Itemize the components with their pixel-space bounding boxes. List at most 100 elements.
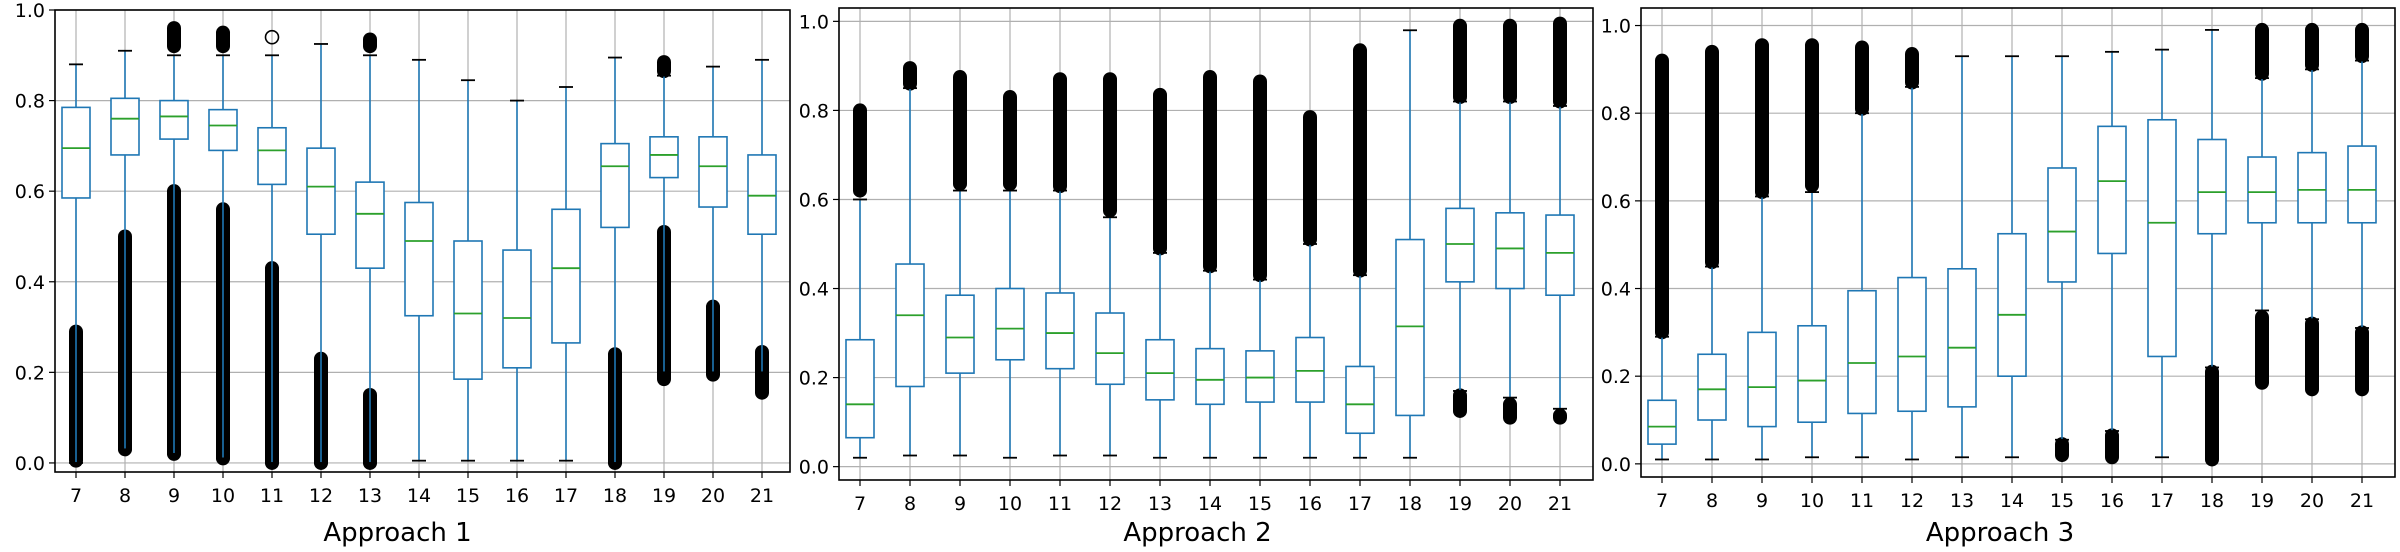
- box-9: [1747, 38, 1777, 461]
- box-7: [845, 103, 875, 459]
- x-tick-label: 13: [1950, 490, 1974, 512]
- chart-panel-approach-1: 0.0 0.2 0.4 0.6 0.8 1.0 7 8 9 10 11 12 13 14 15 16 17 18 1…: [0, 0, 795, 552]
- y-tick-label: 0.0: [799, 457, 829, 479]
- box-12: [306, 43, 336, 470]
- y-tick-label: 1.0: [799, 11, 829, 33]
- box-18: [600, 56, 630, 470]
- y-tick-label: 0.4: [1601, 279, 1631, 301]
- box-iqr: [1445, 207, 1475, 283]
- box-7: [1647, 53, 1677, 461]
- box-11: [1045, 72, 1075, 457]
- y-tick-label: 0.0: [15, 453, 45, 475]
- x-tick-label: 16: [1298, 493, 1322, 515]
- box-10: [208, 25, 238, 466]
- box-iqr: [404, 201, 434, 317]
- box-iqr: [159, 99, 189, 140]
- box-17: [2147, 48, 2177, 459]
- box-17: [551, 86, 581, 462]
- box-iqr: [1045, 292, 1075, 370]
- box-19: [649, 55, 679, 387]
- x-tick-label: 10: [211, 485, 235, 507]
- x-tick-label: 17: [2150, 490, 2174, 512]
- y-tick-label: 0.8: [1601, 103, 1631, 125]
- x-tick-label: 20: [1498, 493, 1522, 515]
- box-iqr: [257, 126, 287, 186]
- box-11: [1847, 40, 1877, 459]
- y-tick-label: 0.6: [799, 189, 829, 211]
- box-13: [1145, 87, 1175, 459]
- box-iqr: [306, 147, 336, 236]
- box-9: [945, 70, 975, 457]
- box-iqr: [747, 154, 777, 236]
- box-16: [2097, 50, 2127, 465]
- box-20: [698, 65, 728, 382]
- x-tick-label: 16: [2100, 490, 2124, 512]
- x-tick-label: 19: [2250, 490, 2274, 512]
- box-iqr: [1647, 399, 1677, 445]
- box-iqr: [61, 106, 91, 199]
- x-tick-label: 7: [70, 485, 82, 507]
- box-iqr: [2097, 125, 2127, 255]
- x-axis-label: Approach 2: [1123, 518, 1272, 548]
- box-iqr: [945, 294, 975, 374]
- box-14: [1195, 70, 1225, 459]
- box-iqr: [453, 240, 483, 380]
- x-tick-label: 11: [1850, 490, 1874, 512]
- box-15: [2047, 55, 2077, 463]
- x-tick-label: 14: [407, 485, 431, 507]
- box-iqr: [1295, 336, 1325, 403]
- x-tick-label: 19: [652, 485, 676, 507]
- x-tick-label: 11: [260, 485, 284, 507]
- x-tick-label: 17: [554, 485, 578, 507]
- box-iqr: [1095, 312, 1125, 386]
- box-iqr: [1947, 267, 1977, 408]
- box-iqr: [600, 142, 630, 229]
- box-8: [110, 49, 140, 457]
- y-tick-label: 1.0: [15, 0, 45, 22]
- x-tick-label: 16: [505, 485, 529, 507]
- box-iqr: [1195, 347, 1225, 406]
- box-iqr: [698, 136, 728, 208]
- x-tick-label: 14: [1198, 493, 1222, 515]
- y-tick-label: 0.4: [15, 272, 45, 294]
- x-tick-label: 9: [954, 493, 966, 515]
- box-iqr: [502, 249, 532, 369]
- x-tick-label: 9: [168, 485, 180, 507]
- box-iqr: [1145, 338, 1175, 401]
- box-15: [453, 79, 483, 462]
- box-iqr: [2347, 145, 2377, 224]
- box-8: [895, 61, 925, 457]
- boxplot-approach-1: 0.0 0.2 0.4 0.6 0.8 1.0 7 8 9 10 11 12 13 14 15 16 17 18 1…: [15, 0, 791, 507]
- box-14: [404, 58, 434, 462]
- box-12: [1897, 47, 1927, 461]
- x-tick-label: 7: [854, 493, 866, 515]
- x-tick-label: 18: [1398, 493, 1422, 515]
- box-16: [1295, 110, 1325, 459]
- box-iqr: [1697, 353, 1727, 421]
- boxplot-approach-2: 0.0 0.2 0.4 0.6 0.8 1.0 7 8 9 10 11 12 13 14 15 16 17 18 1…: [799, 7, 1594, 515]
- box-13: [1947, 55, 1977, 459]
- x-tick-label: 8: [119, 485, 131, 507]
- x-tick-label: 8: [1706, 490, 1718, 512]
- x-tick-label: 15: [1248, 493, 1272, 515]
- x-tick-label: 7: [1656, 490, 1668, 512]
- box-iqr: [551, 208, 581, 344]
- box-iqr: [845, 338, 875, 439]
- x-tick-label: 13: [358, 485, 382, 507]
- chart-panel-approach-2: 0.0 0.2 0.4 0.6 0.8 1.0 7 8 9 10 11 12 13 14 15 16 17 18 1…: [795, 0, 1600, 552]
- boxplot-approach-3: 0.0 0.2 0.4 0.6 0.8 1.0 7 8 9 10 11 12 13 14 15 16 17 18 1…: [1601, 7, 2396, 512]
- outlier-marker: [264, 29, 280, 45]
- x-tick-label: 10: [998, 493, 1022, 515]
- box-9: [159, 21, 189, 461]
- box-21: [2347, 22, 2377, 397]
- x-axis-label: Approach 3: [1925, 518, 2075, 548]
- axes-frame: [54, 9, 791, 473]
- box-iqr: [355, 181, 385, 269]
- box-10: [1797, 38, 1827, 459]
- box-iqr: [1747, 331, 1777, 428]
- x-tick-label: 17: [1348, 493, 1372, 515]
- box-iqr: [1545, 214, 1575, 297]
- box-11: [257, 29, 287, 470]
- y-tick-label: 0.8: [799, 100, 829, 122]
